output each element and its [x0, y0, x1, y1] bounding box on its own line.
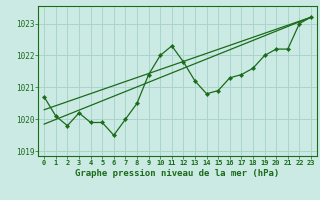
X-axis label: Graphe pression niveau de la mer (hPa): Graphe pression niveau de la mer (hPa) — [76, 169, 280, 178]
